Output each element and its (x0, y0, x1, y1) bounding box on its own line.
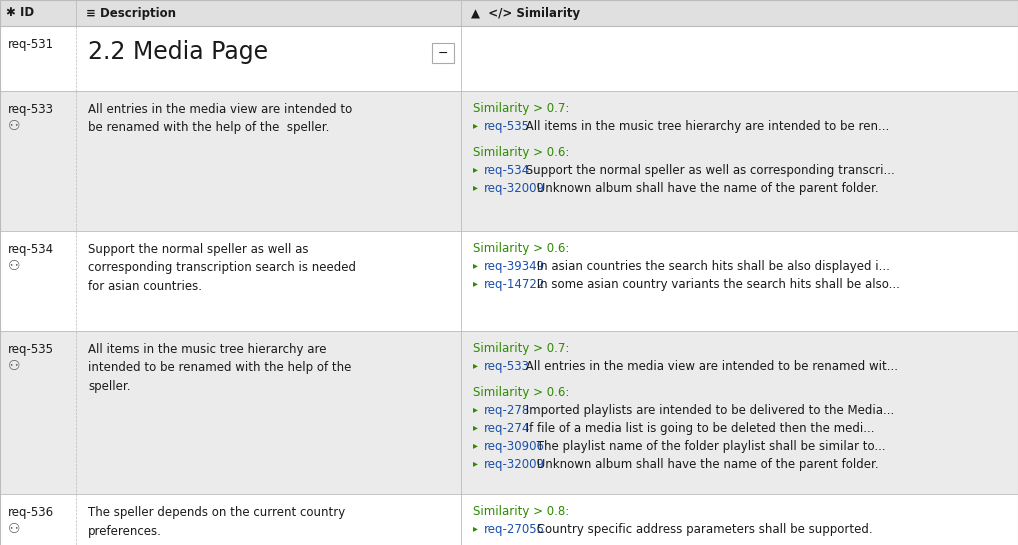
Bar (0, 331, 1018, 494)
Text: In some asian country variants the search hits shall be also...: In some asian country variants the searc… (533, 278, 900, 291)
FancyBboxPatch shape (432, 43, 454, 63)
Text: req-278: req-278 (484, 404, 530, 417)
Text: req-32009: req-32009 (484, 458, 545, 471)
Text: In asian countries the search hits shall be also displayed i...: In asian countries the search hits shall… (533, 260, 891, 273)
Text: ▸: ▸ (473, 422, 477, 432)
Text: ▸: ▸ (473, 360, 477, 370)
Text: Similarity > 0.6:: Similarity > 0.6: (473, 146, 569, 159)
Bar (0, 494, 1018, 545)
Text: Similarity > 0.8:: Similarity > 0.8: (473, 505, 569, 518)
Text: req-27055: req-27055 (484, 523, 545, 536)
Text: Imported playlists are intended to be delivered to the Media...: Imported playlists are intended to be de… (522, 404, 895, 417)
Text: ▸: ▸ (473, 120, 477, 130)
Text: req-531: req-531 (8, 38, 54, 51)
Text: ▸: ▸ (473, 260, 477, 270)
Text: req-30906: req-30906 (484, 440, 545, 453)
Text: 2.2 Media Page: 2.2 Media Page (88, 40, 268, 64)
Text: req-534: req-534 (484, 164, 530, 177)
Text: Unknown album shall have the name of the parent folder.: Unknown album shall have the name of the… (533, 182, 880, 195)
Text: req-535: req-535 (8, 343, 54, 356)
Text: Similarity > 0.6:: Similarity > 0.6: (473, 386, 569, 399)
Text: All items in the music tree hierarchy are intended to be ren...: All items in the music tree hierarchy ar… (522, 120, 890, 133)
Text: All entries in the media view are intended to
be renamed with the help of the  s: All entries in the media view are intend… (88, 103, 352, 135)
Text: req-534: req-534 (8, 243, 54, 256)
Text: −: − (438, 46, 448, 59)
Bar (0, 231, 1018, 331)
Text: If file of a media list is going to be deleted then the medi...: If file of a media list is going to be d… (522, 422, 875, 435)
Text: ▸: ▸ (473, 278, 477, 288)
Text: Support the normal speller as well as
corresponding transcription search is need: Support the normal speller as well as co… (88, 243, 356, 293)
Bar (0, 26, 1018, 91)
Text: The speller depends on the current country
preferences.: The speller depends on the current count… (88, 506, 345, 537)
Text: The playlist name of the folder playlist shall be similar to...: The playlist name of the folder playlist… (533, 440, 886, 453)
Text: req-533: req-533 (8, 103, 54, 116)
Text: req-32009: req-32009 (484, 182, 545, 195)
Text: Country specific address parameters shall be supported.: Country specific address parameters shal… (533, 523, 873, 536)
Text: ≡ Description: ≡ Description (86, 7, 176, 20)
Text: ▸: ▸ (473, 164, 477, 174)
Bar (0, 91, 1018, 231)
Text: ⚇: ⚇ (8, 359, 20, 373)
Bar (0, 0, 1018, 26)
Text: req-533: req-533 (484, 360, 530, 373)
Text: Similarity > 0.6:: Similarity > 0.6: (473, 242, 569, 255)
Text: Unknown album shall have the name of the parent folder.: Unknown album shall have the name of the… (533, 458, 880, 471)
Text: All entries in the media view are intended to be renamed wit...: All entries in the media view are intend… (522, 360, 899, 373)
Text: Support the normal speller as well as corresponding transcri...: Support the normal speller as well as co… (522, 164, 895, 177)
Text: All items in the music tree hierarchy are
intended to be renamed with the help o: All items in the music tree hierarchy ar… (88, 343, 351, 393)
Text: ⚇: ⚇ (8, 119, 20, 133)
Text: req-274: req-274 (484, 422, 530, 435)
Text: req-536: req-536 (8, 506, 54, 519)
Text: ⚇: ⚇ (8, 259, 20, 273)
Text: req-39349: req-39349 (484, 260, 545, 273)
Text: ▸: ▸ (473, 182, 477, 192)
Text: ▲  </> Similarity: ▲ </> Similarity (471, 7, 580, 20)
Text: ▸: ▸ (473, 523, 477, 533)
Text: req-14722: req-14722 (484, 278, 546, 291)
Text: ✱ ID: ✱ ID (6, 7, 35, 20)
Text: ⚇: ⚇ (8, 522, 20, 536)
Text: Similarity > 0.7:: Similarity > 0.7: (473, 342, 569, 355)
Text: ▸: ▸ (473, 440, 477, 450)
Text: Similarity > 0.7:: Similarity > 0.7: (473, 102, 569, 115)
Text: req-535: req-535 (484, 120, 530, 133)
Text: ▸: ▸ (473, 458, 477, 468)
Text: ▸: ▸ (473, 404, 477, 414)
